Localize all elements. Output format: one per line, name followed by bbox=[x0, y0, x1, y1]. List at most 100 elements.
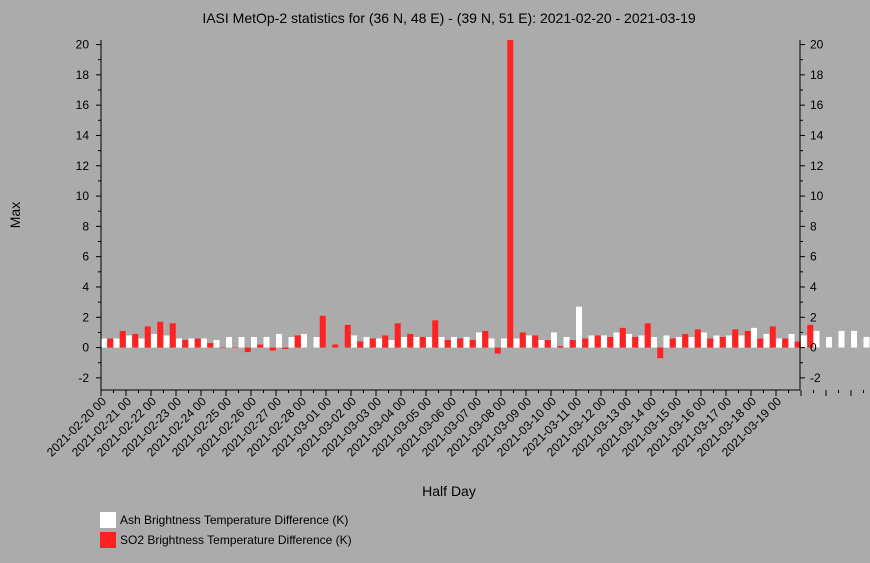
so2-bar-49 bbox=[719, 336, 726, 348]
ash-bar-39 bbox=[588, 335, 595, 348]
y-tick-label-right-12: 12 bbox=[810, 159, 824, 173]
so2-bar-42 bbox=[632, 336, 639, 348]
ash-bar-6 bbox=[176, 338, 182, 348]
so2-bar-27 bbox=[444, 340, 451, 348]
ash-bar-14 bbox=[276, 333, 282, 348]
ash-bar-43 bbox=[638, 335, 645, 348]
y-tick-label-left-20: 20 bbox=[76, 38, 90, 52]
ash-bar-20 bbox=[351, 335, 357, 348]
so2-bar-15 bbox=[294, 335, 301, 348]
so2-bar-39 bbox=[594, 335, 601, 348]
ash-bar-13 bbox=[263, 336, 270, 348]
y-tick-label-right-4: 4 bbox=[810, 280, 817, 294]
so2-bar-20 bbox=[357, 341, 364, 348]
y-tick-label-right--2: -2 bbox=[810, 371, 821, 385]
so2-bar-43 bbox=[644, 323, 651, 348]
so2-bar-24 bbox=[407, 333, 414, 348]
so2-bar-3 bbox=[144, 326, 151, 348]
ash-bar-50 bbox=[726, 335, 732, 348]
ash-bar-48 bbox=[701, 332, 707, 348]
so2-bar-35 bbox=[544, 340, 551, 348]
so2-bar-34 bbox=[532, 335, 539, 348]
legend-swatch-ash bbox=[100, 512, 116, 528]
so2-bar-12 bbox=[257, 344, 264, 348]
ash-bar-27 bbox=[438, 336, 445, 348]
ash-bar-44 bbox=[651, 336, 657, 348]
ash-bar-25 bbox=[413, 336, 420, 348]
ash-bar-51 bbox=[738, 335, 745, 348]
so2-bar-32 bbox=[507, 40, 514, 348]
so2-bar-54 bbox=[782, 338, 789, 348]
ash-bar-2 bbox=[126, 335, 132, 348]
so2-bar-18 bbox=[332, 344, 339, 348]
y-tick-label-left-2: 2 bbox=[82, 310, 89, 324]
chart-title: IASI MetOp-2 statistics for (36 N, 48 E)… bbox=[202, 10, 696, 26]
y-tick-label-left-12: 12 bbox=[76, 159, 90, 173]
ash-bar-45 bbox=[663, 335, 670, 348]
ash-bar-1 bbox=[113, 338, 120, 348]
so2-bar-33 bbox=[519, 332, 526, 348]
so2-bar-44 bbox=[657, 347, 664, 359]
y-tick-label-left-6: 6 bbox=[82, 250, 89, 264]
so2-bar-48 bbox=[707, 338, 714, 348]
ash-bar-34 bbox=[526, 335, 532, 348]
y-tick-label-right-0: 0 bbox=[810, 341, 817, 355]
so2-bar-4 bbox=[157, 321, 164, 348]
so2-bar-25 bbox=[419, 336, 426, 348]
ash-bar-17 bbox=[313, 336, 320, 348]
ash-bar-46 bbox=[676, 336, 682, 348]
x-axis-label: Half Day bbox=[422, 483, 476, 499]
ash-bar-61 bbox=[863, 336, 870, 348]
so2-bar-11 bbox=[244, 347, 251, 353]
bars-group bbox=[101, 40, 870, 359]
ash-bar-36 bbox=[551, 332, 557, 348]
ash-bar-52 bbox=[751, 327, 757, 348]
so2-bar-38 bbox=[582, 338, 589, 348]
y-tick-label-right-16: 16 bbox=[810, 98, 824, 112]
y-tick-label-left-8: 8 bbox=[82, 219, 89, 233]
ash-bar-23 bbox=[388, 340, 395, 348]
ash-bar-37 bbox=[563, 336, 570, 348]
so2-bar-23 bbox=[394, 323, 401, 348]
ash-bar-9 bbox=[213, 340, 220, 348]
ash-bar-47 bbox=[688, 336, 695, 348]
so2-bar-50 bbox=[732, 329, 739, 348]
ash-bar-0 bbox=[101, 338, 107, 348]
so2-bar-7 bbox=[194, 338, 201, 348]
ash-bar-10 bbox=[226, 336, 232, 348]
ash-bar-4 bbox=[151, 333, 157, 348]
ash-bar-31 bbox=[488, 338, 495, 348]
ash-bar-29 bbox=[463, 336, 470, 348]
ash-bar-30 bbox=[476, 332, 482, 348]
y-tick-label-right-14: 14 bbox=[810, 128, 824, 142]
legend: Ash Brightness Temperature Difference (K… bbox=[100, 512, 352, 548]
so2-bar-14 bbox=[282, 347, 289, 350]
so2-bar-8 bbox=[207, 343, 214, 348]
y-tick-label-left-10: 10 bbox=[76, 189, 90, 203]
so2-bar-29 bbox=[469, 340, 476, 348]
ash-bar-40 bbox=[601, 335, 607, 348]
so2-bar-21 bbox=[369, 338, 376, 348]
so2-bar-45 bbox=[669, 338, 676, 348]
so2-bar-46 bbox=[682, 333, 689, 348]
so2-bar-17 bbox=[319, 315, 326, 348]
ash-bar-49 bbox=[713, 335, 720, 348]
y-tick-label-right-6: 6 bbox=[810, 250, 817, 264]
so2-bar-53 bbox=[769, 326, 776, 348]
ash-bar-59 bbox=[838, 330, 845, 348]
ash-bar-3 bbox=[138, 338, 145, 348]
so2-bar-26 bbox=[432, 320, 439, 348]
ash-bar-16 bbox=[301, 333, 307, 348]
so2-bar-10 bbox=[232, 347, 239, 349]
so2-bar-28 bbox=[457, 338, 464, 348]
ash-bar-5 bbox=[163, 335, 170, 348]
so2-bar-47 bbox=[694, 329, 701, 348]
so2-bar-19 bbox=[344, 324, 351, 348]
ash-bar-55 bbox=[788, 333, 795, 348]
so2-bar-51 bbox=[744, 330, 751, 348]
ash-bar-24 bbox=[401, 336, 407, 348]
y-tick-label-right-18: 18 bbox=[810, 68, 824, 82]
so2-bar-9 bbox=[219, 347, 226, 349]
so2-bar-31 bbox=[494, 347, 501, 354]
